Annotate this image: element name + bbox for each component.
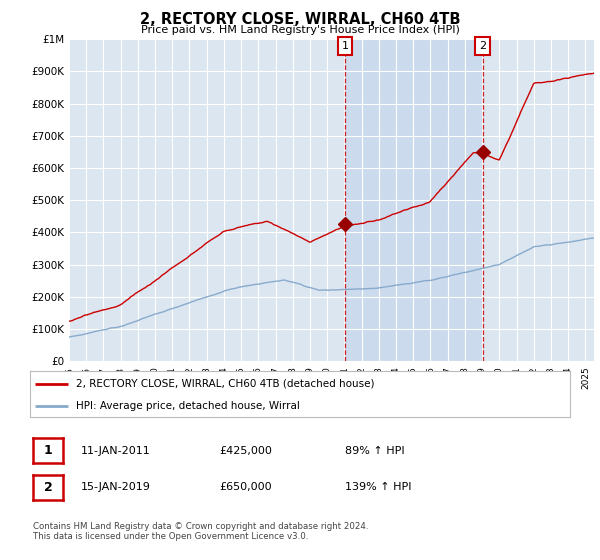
Text: £425,000: £425,000 [219, 446, 272, 456]
Text: 1: 1 [341, 41, 349, 50]
Text: 2: 2 [44, 480, 52, 494]
Text: 11-JAN-2011: 11-JAN-2011 [81, 446, 151, 456]
Text: 2: 2 [479, 41, 487, 50]
Text: £650,000: £650,000 [219, 482, 272, 492]
Text: 2, RECTORY CLOSE, WIRRAL, CH60 4TB (detached house): 2, RECTORY CLOSE, WIRRAL, CH60 4TB (deta… [76, 379, 374, 389]
Text: 89% ↑ HPI: 89% ↑ HPI [345, 446, 404, 456]
Text: 15-JAN-2019: 15-JAN-2019 [81, 482, 151, 492]
Text: 139% ↑ HPI: 139% ↑ HPI [345, 482, 412, 492]
Text: 1: 1 [44, 444, 52, 458]
Text: 2, RECTORY CLOSE, WIRRAL, CH60 4TB: 2, RECTORY CLOSE, WIRRAL, CH60 4TB [140, 12, 460, 27]
Bar [345, 39, 483, 361]
Text: Contains HM Land Registry data © Crown copyright and database right 2024.
This d: Contains HM Land Registry data © Crown c… [33, 522, 368, 542]
Text: Price paid vs. HM Land Registry's House Price Index (HPI): Price paid vs. HM Land Registry's House … [140, 25, 460, 35]
Text: HPI: Average price, detached house, Wirral: HPI: Average price, detached house, Wirr… [76, 400, 300, 410]
